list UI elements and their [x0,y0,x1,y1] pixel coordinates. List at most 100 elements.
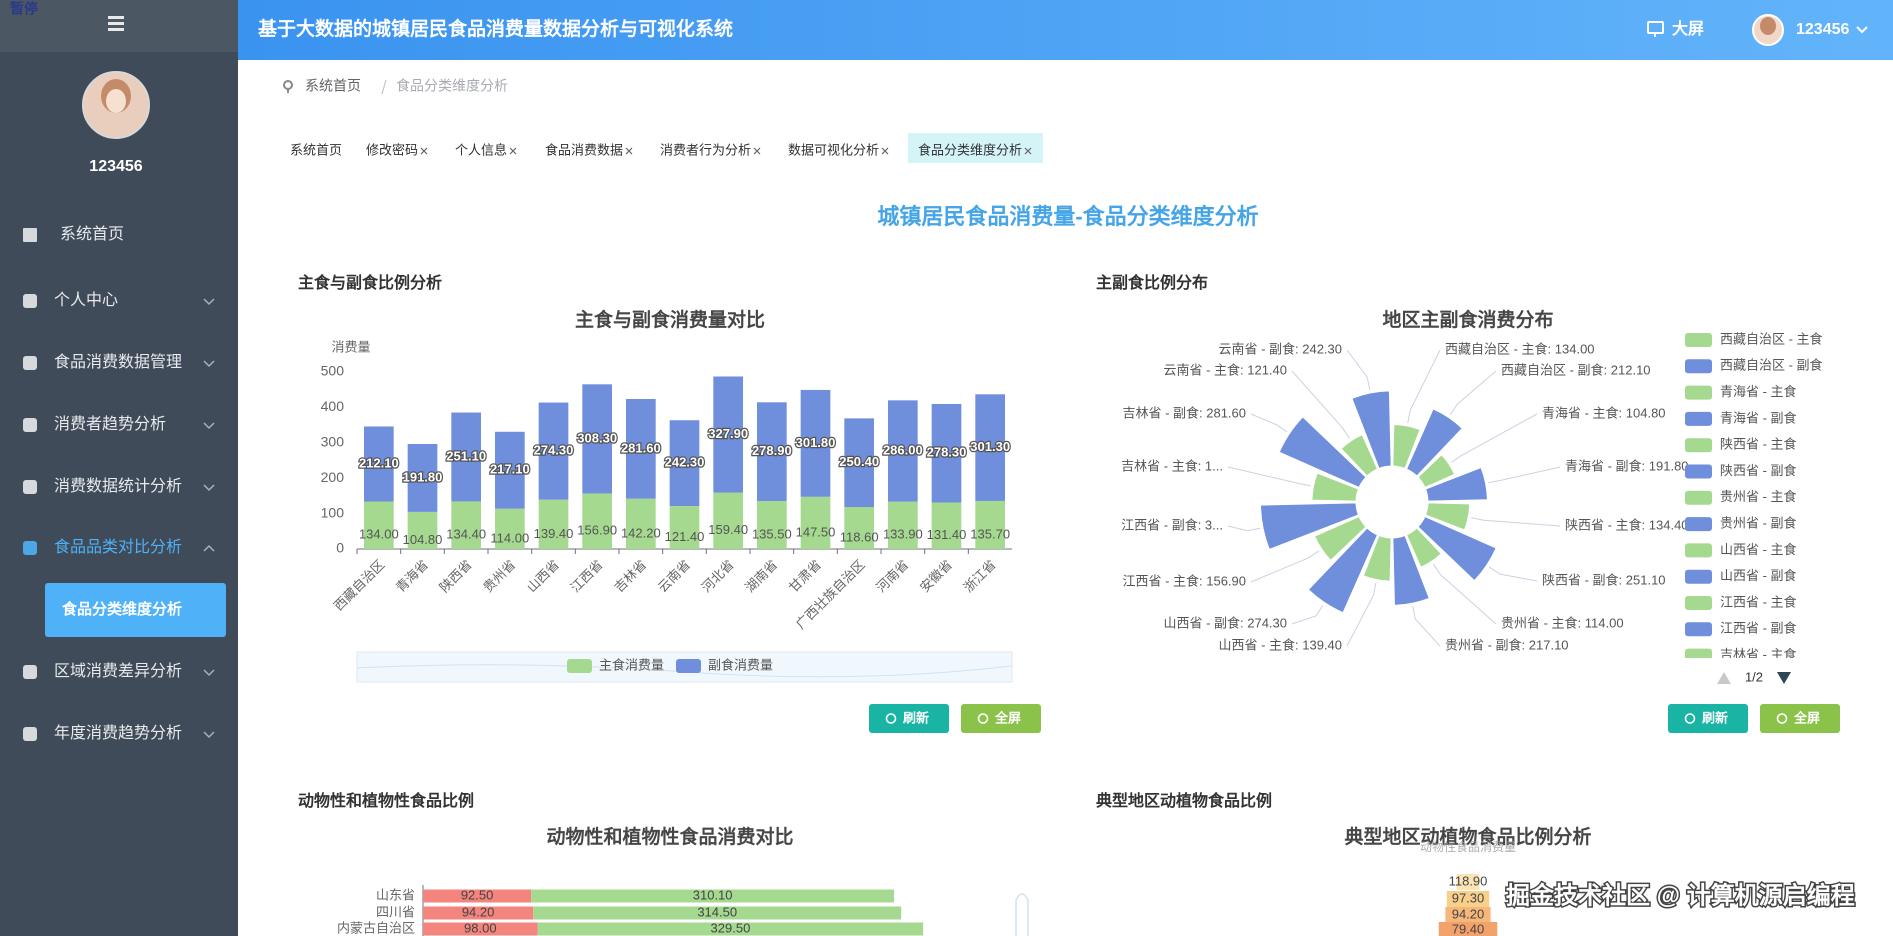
menu-item[interactable]: 消费数据统计分析 [54,477,182,495]
hamburger-icon[interactable] [108,16,124,31]
x-tick-label: 陕西省 [437,557,475,595]
bar-value-label: 121.40 [665,529,705,544]
legend-label[interactable]: 西藏自治区 - 副食 [1720,358,1823,373]
bar-segment [931,403,962,503]
legend-label[interactable]: 江西省 - 主食 [1720,594,1797,609]
menu-item[interactable]: 区域消费差异分析 [54,662,182,680]
button-label[interactable]: 全屏 [994,710,1021,725]
button-icon [885,713,897,724]
rose-petal [1392,423,1421,470]
tab[interactable]: 数据可视化分析 [788,142,879,157]
button-icon [1684,713,1696,724]
header-user[interactable]: 123456 [1796,21,1849,38]
bar-value-label: 314.50 [697,904,737,919]
legend-label[interactable]: 山西省 - 副食 [1720,568,1797,583]
tab[interactable]: 食品消费数据 [545,142,623,157]
user-caret [1856,26,1868,34]
pyramid-segment [1438,922,1498,936]
legend-label[interactable]: 山西省 - 主食 [1720,542,1797,557]
label-leader [1432,563,1497,625]
tab[interactable]: 消费者行为分析 [660,142,751,157]
button-icon [1776,713,1788,724]
tab-active-bg [908,133,1043,163]
rose-label: 山西省 - 主食: 139.40 [1218,637,1342,652]
sidebar-top [0,0,238,52]
breadcrumb-current: 食品分类维度分析 [396,78,508,94]
menu-item[interactable]: 食品消费数据管理 [54,353,182,371]
bar-value-label: 308.30 [577,430,617,445]
legend-page-prev[interactable] [1717,672,1731,684]
y-axis-label: 消费量 [331,339,370,354]
bar-segment [669,420,700,507]
legend-label[interactable]: 陕西省 - 副食 [1720,463,1797,478]
legend-label[interactable]: 青海省 - 主食 [1720,384,1797,399]
bar-value-label: 281.60 [621,440,661,455]
bar-segment [844,418,875,508]
x-tick-label: 甘肃省 [786,557,824,595]
menu-icon [23,356,37,370]
submenu-item[interactable]: 食品分类维度分析 [62,600,182,618]
bar-segment [363,426,394,502]
bar-segment [537,922,924,936]
panel-heading: 动物性和植物性食品比例 [298,791,474,810]
menu-item[interactable]: 消费者趋势分析 [54,415,166,433]
legend-label[interactable]: 吉林省 - 主食 [1720,647,1797,662]
tab[interactable]: 食品分类维度分析 [918,142,1022,157]
tab-close[interactable] [420,147,428,155]
tab-close[interactable] [881,147,889,155]
legend-label[interactable]: 西藏自治区 - 主食 [1720,331,1823,346]
tab[interactable]: 个人信息 [455,142,507,157]
tab[interactable]: 修改密码 [366,142,418,157]
tab-close[interactable] [625,147,633,155]
bar-segment [451,412,482,502]
label-leader [1471,517,1561,527]
legend-label[interactable]: 江西省 - 副食 [1720,621,1797,636]
bar-value-label: 142.20 [621,525,661,540]
legend-label[interactable]: 贵州省 - 副食 [1720,516,1797,531]
bar-segment [423,889,532,903]
menu-icon [23,541,37,555]
rose-label: 山西省 - 副食: 274.30 [1163,615,1287,630]
button[interactable] [961,704,1041,733]
pyramid-value-label: 79.40 [1452,921,1485,936]
bar-segment [887,400,918,502]
rose-petal [1278,416,1367,489]
menu-item[interactable]: 个人中心 [54,291,118,309]
menu-item[interactable]: 年度消费趋势分析 [54,724,182,742]
y-tick-label: 内蒙古自治区 [337,920,415,935]
chart-title: 地区主副食消费分布 [1382,308,1553,331]
menu-item[interactable]: 食品品类对比分析 [54,538,182,556]
legend-swatch [1685,333,1712,347]
rose-label: 云南省 - 副食: 242.30 [1218,341,1342,356]
button[interactable] [1668,704,1748,733]
tab[interactable]: 系统首页 [290,142,342,157]
tab-close[interactable] [753,147,761,155]
tab-close[interactable] [509,147,517,155]
button-label[interactable]: 刷新 [1702,710,1728,725]
legend-label[interactable]: 青海省 - 副食 [1720,410,1797,425]
button-label[interactable]: 全屏 [1793,710,1820,725]
screen-button[interactable]: 大屏 [1672,19,1704,38]
x-tick-label: 安徽省 [917,557,955,595]
legend-page-next[interactable] [1777,672,1791,684]
menu-icon [23,665,37,679]
legend-label[interactable]: 贵州省 - 主食 [1720,489,1797,504]
label-leader [1291,604,1324,625]
axis-label: 动物性食品消费量 [1420,839,1516,854]
button[interactable] [1760,704,1840,733]
button[interactable] [869,704,949,733]
bar-segment [531,889,895,903]
button-label[interactable]: 刷新 [903,710,929,725]
bar-value-label: 131.40 [927,527,967,542]
breadcrumb-home[interactable]: 系统首页 [305,78,361,94]
bar-segment [363,501,394,549]
menu-item[interactable]: 系统首页 [60,225,124,243]
rose-petal [1424,466,1488,502]
tab-close[interactable] [1024,147,1032,155]
x-tick-label: 河北省 [699,557,737,595]
label-leader [1449,370,1497,416]
legend-swatch [1685,490,1712,505]
rose-label: 江西省 - 副食: 3... [1121,517,1223,532]
legend-label[interactable]: 陕西省 - 主食 [1720,437,1797,452]
